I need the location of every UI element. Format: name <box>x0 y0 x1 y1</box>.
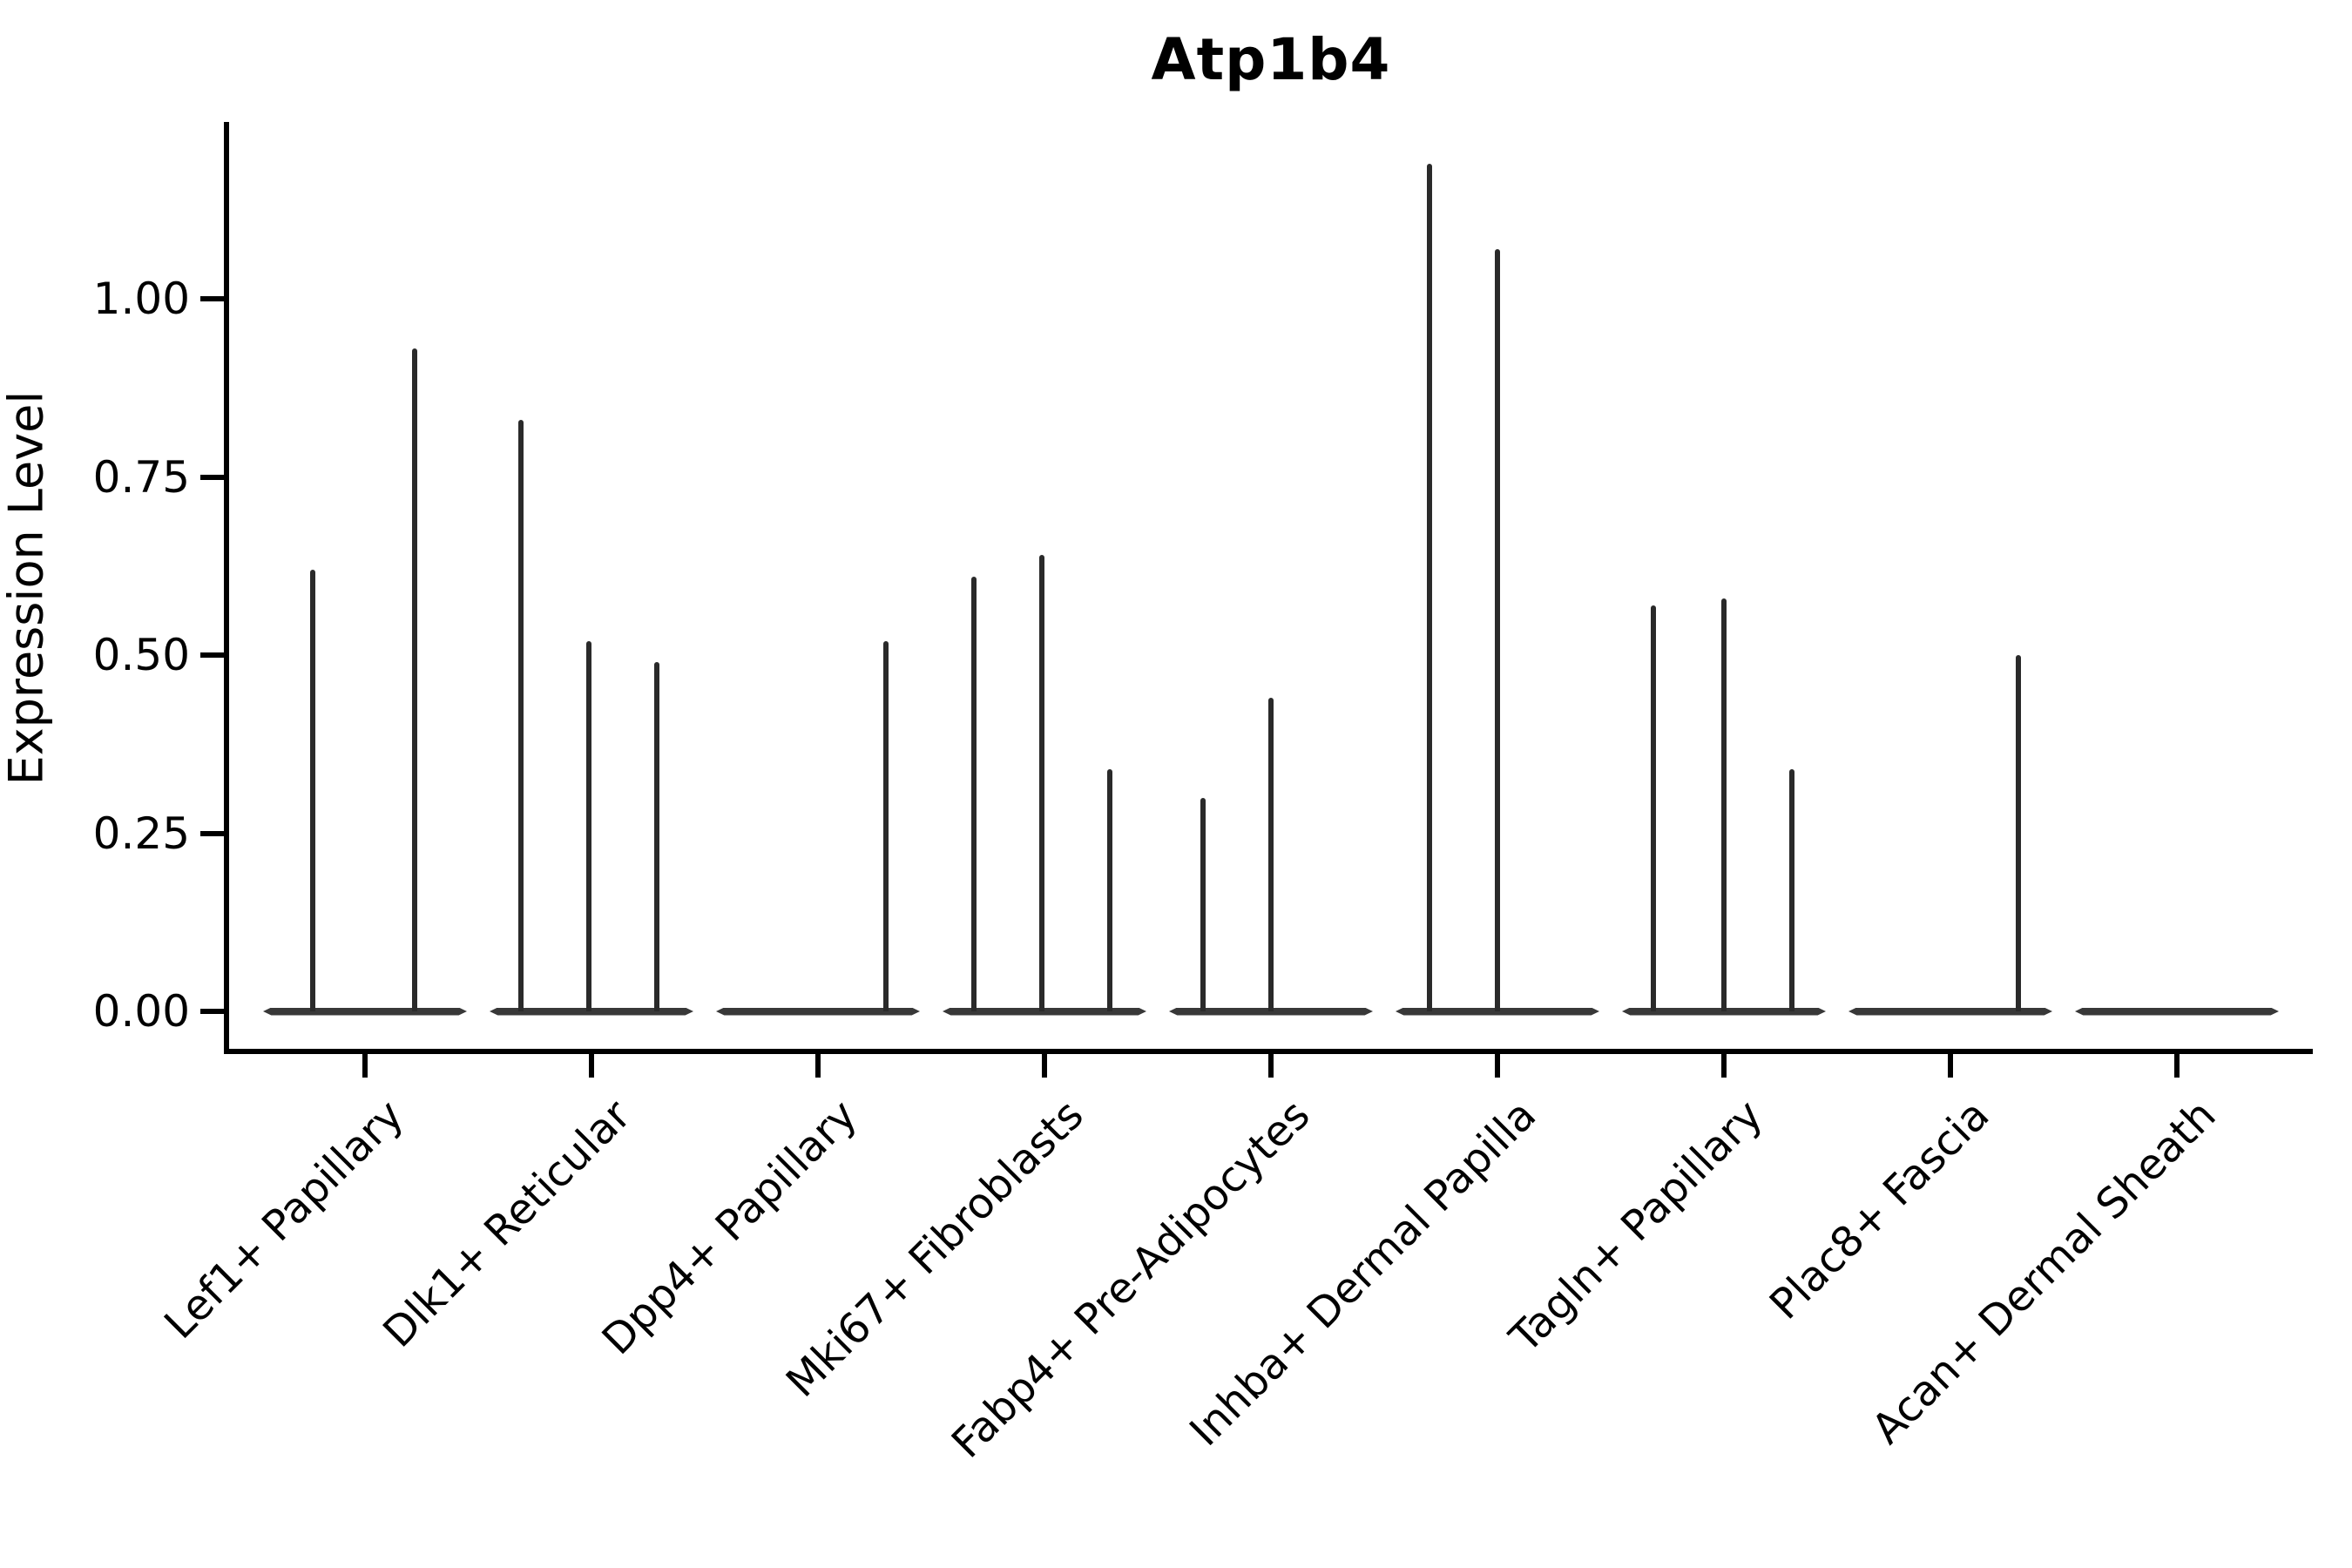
violin-spike <box>310 569 316 1011</box>
y-tick-mark <box>200 830 224 836</box>
violin-spike <box>1789 768 1794 1011</box>
x-tick-mark <box>1721 1054 1727 1078</box>
y-tick-label: 0.75 <box>92 451 190 503</box>
violin-spike <box>412 348 418 1011</box>
violin-spike <box>971 577 977 1011</box>
y-axis-label: Expression Level <box>0 390 54 786</box>
violin-baseline <box>263 1007 467 1016</box>
violin-spike <box>1107 768 1113 1011</box>
y-tick-label: 0.50 <box>92 630 190 680</box>
violin-spike <box>1495 248 1500 1011</box>
x-axis-tick-label: Fabp4+ Pre-Adipocytes <box>942 1091 1320 1468</box>
violin-spike <box>586 640 592 1011</box>
violin-baseline <box>1622 1007 1826 1016</box>
x-tick-mark <box>815 1054 821 1078</box>
violin-spike <box>1651 605 1657 1011</box>
y-tick-mark <box>200 474 224 480</box>
violin-baseline <box>490 1007 693 1016</box>
violin-baseline <box>716 1007 920 1016</box>
violin-spike <box>1268 698 1274 1011</box>
x-axis-tick-label: Dlk1+ Reticular <box>373 1091 640 1357</box>
plot-area <box>224 122 2313 1054</box>
y-tick-mark <box>200 1009 224 1014</box>
y-tick-label: 1.00 <box>92 274 190 324</box>
x-tick-mark <box>1495 1054 1500 1078</box>
x-tick-mark <box>589 1054 594 1078</box>
x-tick-mark <box>362 1054 368 1078</box>
y-tick-label: 0.00 <box>92 986 190 1037</box>
violin-baseline <box>1396 1007 1599 1016</box>
x-tick-mark <box>1948 1054 1953 1078</box>
y-tick-label: 0.25 <box>92 808 190 859</box>
violin-spike <box>1427 163 1432 1011</box>
x-axis-tick-label: Lef1+ Papillary <box>155 1091 414 1348</box>
violin-spike <box>1200 797 1206 1011</box>
x-axis-tick-label: Tagln+ Papillary <box>1500 1091 1773 1362</box>
violin-baseline <box>2075 1007 2279 1016</box>
x-tick-mark <box>1268 1054 1274 1078</box>
x-axis-tick-label: Plac8+ Fascia <box>1761 1091 1999 1329</box>
chart-title: Atp1b4 <box>1151 26 1391 93</box>
violin-spike <box>1039 555 1045 1011</box>
y-tick-mark <box>200 652 224 658</box>
violin-spike <box>1721 598 1727 1011</box>
y-tick-mark <box>200 296 224 301</box>
violin-spike <box>654 662 660 1011</box>
violin-spike <box>518 420 524 1011</box>
violin-spike <box>2016 655 2021 1011</box>
violin-baseline <box>1848 1007 2052 1016</box>
x-tick-mark <box>1042 1054 1047 1078</box>
violin-baseline <box>1169 1007 1373 1016</box>
violin-baseline <box>943 1007 1146 1016</box>
x-tick-mark <box>2174 1054 2180 1078</box>
violin-spike <box>883 640 889 1011</box>
